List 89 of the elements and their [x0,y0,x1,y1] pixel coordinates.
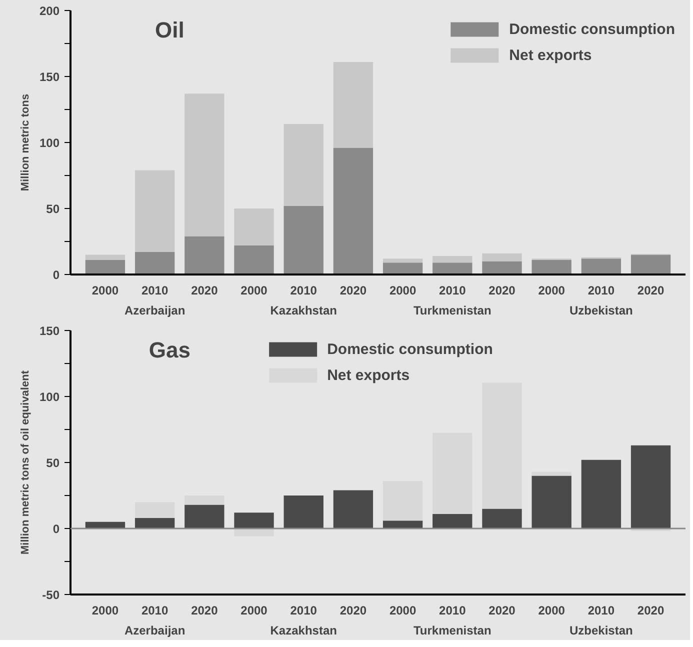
bar [333,490,374,528]
legend-label: Net exports [509,46,592,64]
text: Turkmenistan [414,624,492,638]
bar [284,206,324,274]
x-tick-label: 2020 [637,284,664,298]
y-tick-label: 50 [46,202,60,216]
text: Kazakhstan [270,624,337,638]
x-tick-label: 2000 [240,284,268,298]
x-tick-label: 2000 [240,604,268,618]
bar [482,261,522,274]
bar [482,253,522,262]
text: Azerbaijan [124,304,186,318]
x-tick-label: 2000 [389,284,416,298]
y-tick-label: 100 [39,136,60,150]
bar [234,245,274,274]
bar [234,208,274,246]
bar [581,460,622,528]
x-tick-label: 2000 [538,284,566,298]
bar [432,262,472,274]
y-tick-label: 150 [39,324,60,338]
x-tick-label: 2000 [389,604,416,618]
text: Kazakhstan [270,304,337,318]
chart-title: Gas [148,338,190,362]
bar [382,480,423,521]
bar [234,512,274,528]
bar [630,445,671,528]
text: Azerbaijan [124,624,186,638]
bar [432,432,472,514]
x-tick-label: 2020 [191,604,218,618]
y-tick-label: 150 [39,70,60,84]
bar [581,258,622,274]
x-tick-label: 2000 [92,284,119,298]
x-tick-label: 2020 [488,284,516,298]
bar [382,520,423,528]
y-axis-title: Million metric tons [19,94,32,192]
y-tick-label: -50 [42,588,60,602]
y-tick-label: 200 [39,4,60,18]
bar [184,504,224,528]
x-tick-label: 2020 [340,604,367,618]
x-tick-label: 2010 [290,284,318,298]
bar [134,502,175,518]
bar [134,170,175,252]
x-tick-label: 2010 [141,284,168,298]
x-tick-label: 2010 [290,604,318,618]
bar [482,508,522,528]
y-axis-title: Million metric tons of oil equivalent [19,370,32,554]
chart-title: Oil [155,18,184,42]
bar [532,260,572,274]
bar [382,262,423,274]
x-tick-label: 2020 [637,604,664,618]
x-tick-label: 2020 [488,604,516,618]
x-tick-label: 2020 [340,284,367,298]
legend-label: Net exports [327,366,410,384]
bar [432,256,472,263]
bar [184,94,224,236]
y-tick-label: 0 [52,522,60,536]
bar [284,124,324,206]
text: Turkmenistan [414,304,492,318]
y-tick-label: 50 [46,456,60,470]
bar [134,252,175,274]
bar [382,258,423,263]
bar [432,514,472,528]
bar [630,254,671,274]
x-tick-label: 2010 [141,604,168,618]
bar [333,148,374,274]
bar [184,496,224,505]
x-tick-label: 2010 [439,284,466,298]
bar [532,476,572,528]
bar [333,62,374,148]
legend-label: Domestic consumption [509,20,675,38]
bar [134,518,175,528]
bar [85,254,126,260]
x-tick-label: 2000 [92,604,119,618]
x-tick-label: 2010 [588,284,615,298]
y-tick-label: 100 [39,390,60,404]
text: Uzbekistan [570,624,633,638]
bar [482,382,522,509]
y-tick-label: 0 [52,268,60,282]
text: Uzbekistan [570,304,633,318]
bar [284,496,324,528]
x-tick-label: 2020 [191,284,218,298]
bar [85,260,126,274]
x-tick-label: 2010 [439,604,466,618]
x-tick-label: 2000 [538,604,566,618]
bar [184,236,224,274]
legend-label: Domestic consumption [327,340,493,358]
bar [85,522,126,528]
x-tick-label: 2010 [588,604,615,618]
bar [532,472,572,476]
